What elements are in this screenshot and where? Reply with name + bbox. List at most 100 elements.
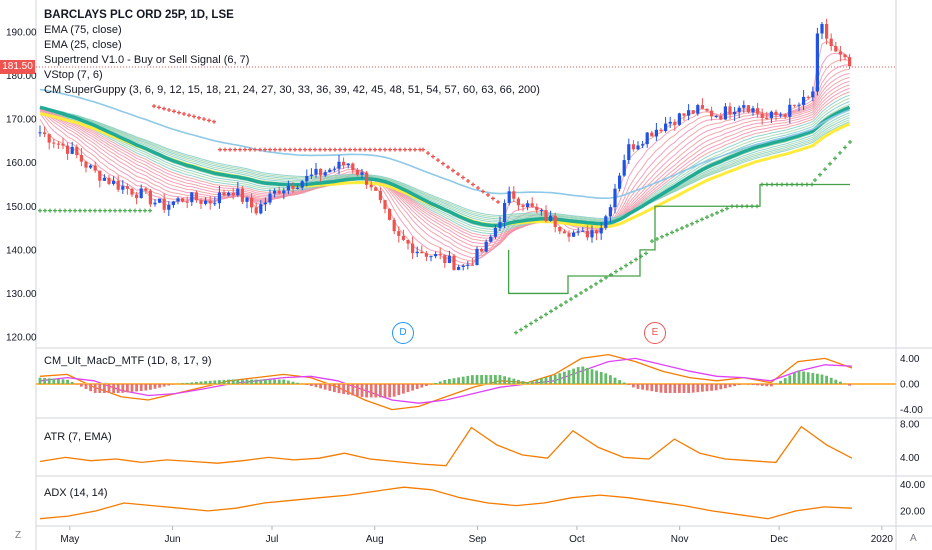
supertrend-cross bbox=[197, 115, 201, 120]
candle-body bbox=[231, 192, 235, 196]
guppy-line bbox=[39, 80, 850, 245]
macd-pane-label[interactable]: CM_Ult_MacD_MTF (1D, 8, 17, 9) bbox=[44, 355, 212, 367]
macd-histogram-bar bbox=[438, 381, 442, 384]
macd-histogram-bar bbox=[388, 384, 391, 398]
macd-histogram-bar bbox=[705, 384, 709, 392]
supertrend-cross bbox=[313, 147, 317, 152]
candle-body bbox=[521, 205, 525, 208]
supertrend-cross bbox=[818, 172, 822, 177]
macd-histogram-bar bbox=[756, 384, 759, 386]
supertrend-cross bbox=[456, 172, 460, 177]
macd-histogram-bar bbox=[245, 379, 249, 384]
time-tick-label: Jul bbox=[266, 534, 279, 545]
earnings-marker[interactable]: E bbox=[644, 322, 666, 344]
candle-body bbox=[806, 96, 810, 98]
macd-histogram-bar bbox=[728, 384, 732, 388]
timezone-button[interactable]: Z bbox=[15, 530, 22, 541]
price-tick-label: 130.00 bbox=[6, 289, 37, 300]
candle-body bbox=[843, 54, 847, 58]
macd-histogram-bar bbox=[484, 375, 488, 384]
candle-body bbox=[443, 255, 447, 264]
legend-vstop[interactable]: VStop (7, 6) bbox=[44, 69, 103, 81]
macd-histogram-bar bbox=[526, 382, 529, 384]
macd-histogram-bar bbox=[530, 380, 534, 384]
candle-body bbox=[664, 123, 668, 132]
candle-body bbox=[102, 177, 106, 181]
supertrend-cross bbox=[63, 208, 67, 213]
dividend-marker[interactable]: D bbox=[392, 322, 414, 344]
supertrend-cross bbox=[644, 251, 648, 256]
macd-histogram-bar bbox=[549, 376, 552, 384]
adx-pane-label[interactable]: ADX (14, 14) bbox=[44, 487, 108, 499]
candle-body bbox=[751, 108, 755, 113]
supertrend-cross bbox=[388, 147, 392, 152]
macd-histogram-bar bbox=[558, 373, 562, 384]
legend-ema75[interactable]: EMA (75, close) bbox=[44, 24, 122, 36]
legend-ema25[interactable]: EMA (25, close) bbox=[44, 39, 122, 51]
candle-body bbox=[595, 230, 599, 234]
auto-scale-button[interactable]: A bbox=[910, 533, 917, 544]
legend-supertrend[interactable]: Supertrend V1.0 - Buy or Sell Signal (6,… bbox=[44, 54, 250, 66]
macd-histogram-bar bbox=[337, 384, 341, 394]
candle-body bbox=[314, 168, 318, 175]
supertrend-cross bbox=[481, 189, 485, 194]
macd-histogram-bar bbox=[199, 381, 203, 384]
candle-body bbox=[259, 204, 263, 214]
macd-histogram-bar bbox=[448, 378, 451, 384]
macd-histogram-bar bbox=[84, 384, 88, 389]
candle-body bbox=[383, 200, 387, 209]
symbol-title[interactable]: BARCLAYS PLC ORD 25P, 1D, LSE bbox=[44, 9, 234, 21]
atr-pane-label[interactable]: ATR (7, EMA) bbox=[44, 431, 112, 443]
supertrend-cross bbox=[695, 219, 699, 224]
macd-histogram-bar bbox=[374, 384, 378, 398]
guppy-line bbox=[39, 58, 850, 262]
supertrend-cross bbox=[408, 147, 412, 152]
candle-body bbox=[185, 201, 189, 203]
candle-body bbox=[194, 192, 198, 201]
candle-body bbox=[700, 105, 704, 109]
supertrend-cross bbox=[152, 104, 156, 109]
candle-body bbox=[811, 91, 815, 98]
macd-histogram-bar bbox=[461, 376, 465, 384]
time-tick-label: Oct bbox=[569, 534, 585, 545]
candle-body bbox=[171, 201, 175, 206]
candle-body bbox=[746, 105, 750, 113]
macd-histogram-bar bbox=[213, 380, 217, 384]
supertrend-cross bbox=[690, 221, 694, 226]
candle-body bbox=[769, 111, 773, 119]
macd-histogram-bar bbox=[121, 384, 125, 393]
macd-histogram-bar bbox=[521, 381, 525, 384]
macd-pane: 4.00 0.00 -4.00 bbox=[36, 354, 923, 416]
candle-body bbox=[493, 227, 497, 237]
macd-histogram-bar bbox=[632, 384, 635, 388]
candle-body bbox=[277, 190, 281, 194]
price-axis[interactable]: 120.00 130.00 140.00 150.00 160.00 170.00 180.… bbox=[6, 28, 37, 344]
candle-body bbox=[447, 255, 451, 264]
candle-body bbox=[691, 110, 695, 114]
macd-histogram-bar bbox=[645, 384, 649, 391]
candle-body bbox=[273, 190, 277, 194]
supertrend-cross bbox=[238, 147, 242, 152]
candle-body bbox=[687, 110, 691, 116]
candle-body bbox=[434, 254, 438, 257]
time-axis[interactable]: May Jun Jul Aug Sep Oct Nov Dec 2020 bbox=[60, 526, 893, 545]
macd-histogram-bar bbox=[714, 384, 718, 391]
candle-body bbox=[820, 24, 824, 34]
macd-histogram-bar bbox=[848, 384, 851, 386]
supertrend-cross bbox=[431, 154, 435, 159]
candle-body bbox=[834, 46, 838, 52]
supertrend-cross bbox=[398, 147, 402, 152]
supertrend-cross bbox=[93, 208, 97, 213]
supertrend-cross bbox=[491, 196, 495, 201]
candle-body bbox=[139, 188, 143, 199]
candle-body bbox=[378, 190, 382, 201]
supertrend-cross bbox=[363, 147, 367, 152]
macd-histogram-bar bbox=[609, 375, 612, 384]
legend-superguppy[interactable]: CM SuperGuppy (3, 6, 9, 12, 15, 18, 21, … bbox=[44, 84, 540, 96]
candle-body bbox=[148, 190, 152, 205]
candle-body bbox=[213, 203, 217, 205]
macd-histogram-bar bbox=[291, 381, 295, 384]
guppy-line bbox=[39, 87, 850, 239]
candle-body bbox=[641, 144, 645, 146]
